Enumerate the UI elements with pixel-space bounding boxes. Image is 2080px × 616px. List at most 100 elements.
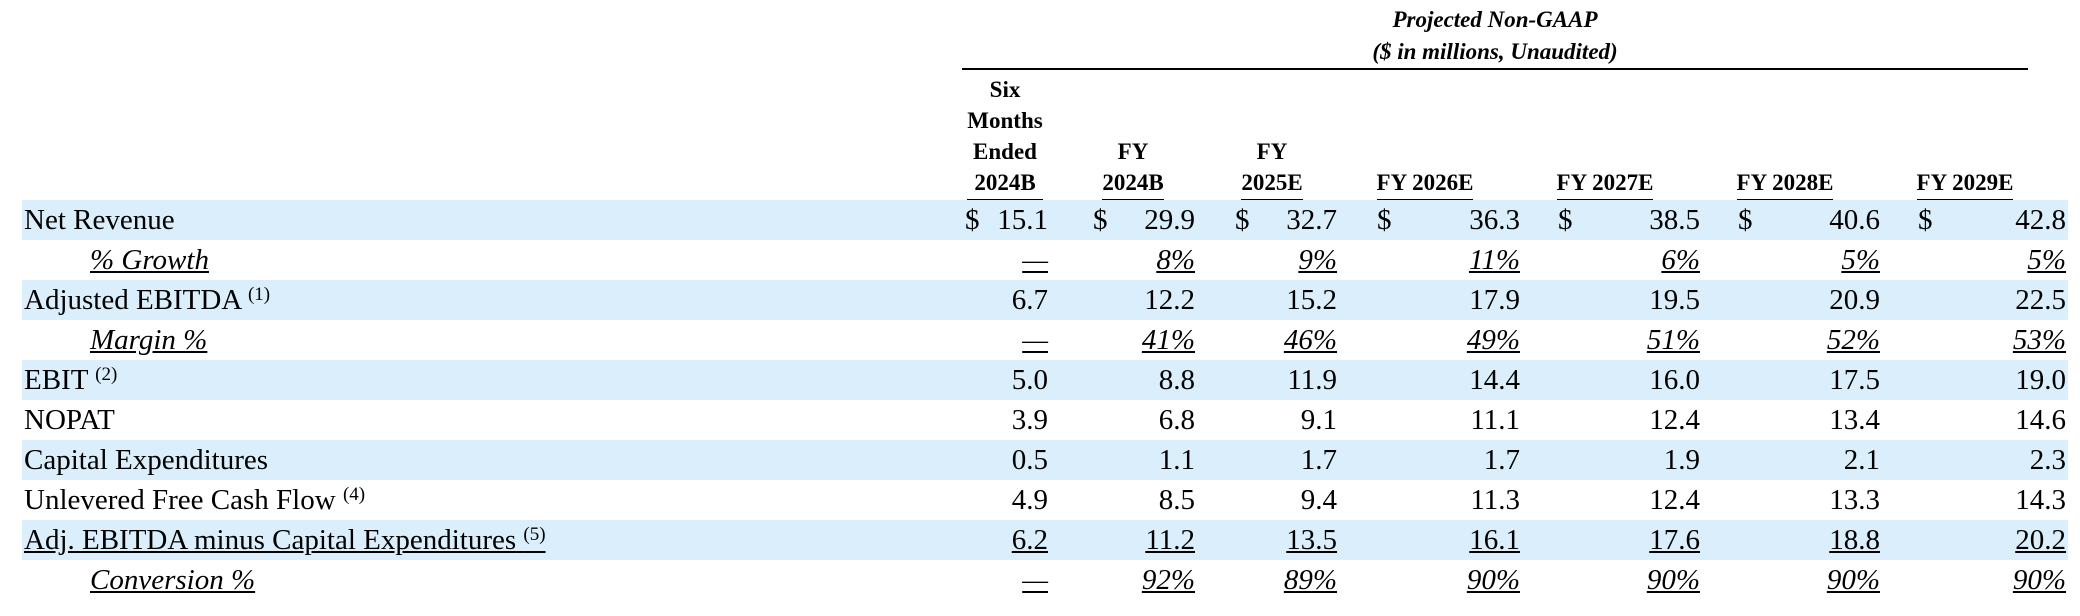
row-label: EBIT (2)	[24, 360, 117, 400]
table-cell: 14.4	[1469, 360, 1520, 400]
table-cell: 13.4	[1829, 400, 1880, 440]
cell-value: 42.8	[2015, 204, 2066, 236]
cell-value: 14.3	[2015, 484, 2066, 516]
cell-value: 53%	[2012, 324, 2066, 356]
footnote-marker: (2)	[95, 364, 118, 385]
currency-symbol: $	[965, 204, 980, 236]
currency-symbol: $	[1377, 204, 1392, 236]
table-title: Projected Non-GAAP ($ in millions, Unaud…	[962, 4, 2028, 68]
row-label-text: EBIT	[24, 364, 88, 396]
cell-value: 8.8	[1158, 364, 1195, 396]
currency-symbol: $	[1918, 204, 1933, 236]
cell-value: 17.6	[1649, 524, 1700, 556]
cell-value: 12.2	[1144, 284, 1195, 316]
table-cell: 9.1	[1301, 400, 1337, 440]
row-label-text: Net Revenue	[24, 204, 175, 236]
cell-value: —	[1022, 324, 1048, 356]
table-cell: 19.5	[1649, 280, 1700, 320]
cell-value: 22.5	[2015, 284, 2066, 316]
row-label-text: Margin %	[90, 324, 208, 356]
row-shade	[22, 520, 2068, 560]
table-cell: 12.4	[1649, 480, 1700, 520]
row-label-text: NOPAT	[24, 404, 115, 436]
cell-value: 40.6	[1829, 204, 1880, 236]
row-label-text: % Growth	[90, 244, 209, 276]
cell-value: 32.7	[1286, 204, 1337, 236]
cell-value: 5.0	[1011, 364, 1048, 396]
cell-value: 9.1	[1300, 404, 1337, 436]
cell-value: 6%	[1661, 244, 1700, 276]
column-header-line: FY	[1256, 139, 1288, 164]
cell-value: 6.7	[1011, 284, 1048, 316]
column-header-text: FY 2026E	[1376, 167, 1474, 201]
table-cell: 29.9	[1144, 200, 1195, 240]
column-header-line: Ended	[973, 139, 1037, 164]
cell-value: 12.4	[1649, 404, 1700, 436]
table-cell: 19.0	[2015, 360, 2066, 400]
cell-value: 90%	[1646, 564, 1700, 596]
column-header-text: FY 2028E	[1736, 167, 1834, 201]
cell-value: 20.9	[1829, 284, 1880, 316]
row-label: Capital Expenditures	[24, 440, 268, 480]
table-cell: 5.0	[1012, 360, 1048, 400]
table-cell: 15.2	[1286, 280, 1337, 320]
table-cell: 17.6	[1649, 520, 1700, 560]
table-cell: 13.3	[1829, 480, 1880, 520]
cell-value: 11.2	[1145, 524, 1195, 556]
table-cell: 9%	[1298, 240, 1337, 280]
cell-value: 90%	[2012, 564, 2066, 596]
cell-value: 11.3	[1470, 484, 1520, 516]
table-cell: 90%	[1647, 560, 1700, 600]
table-cell: 15.1	[997, 200, 1048, 240]
table-title-line: Projected Non-GAAP	[1392, 7, 1598, 32]
table-cell: 8.8	[1159, 360, 1195, 400]
cell-value: —	[1022, 564, 1048, 596]
table-subtitle-line: ($ in millions, Unaudited)	[1372, 39, 1618, 64]
cell-value: 89%	[1283, 564, 1337, 596]
cell-value: 1.1	[1158, 444, 1195, 476]
column-header-text: FY 2029E	[1916, 167, 2014, 201]
cell-value: 14.4	[1469, 364, 1520, 396]
table-cell: 20.9	[1829, 280, 1880, 320]
table-cell: —	[1022, 320, 1048, 360]
cell-value: 1.7	[1300, 444, 1337, 476]
cell-value: 2.3	[2029, 444, 2066, 476]
cell-value: 19.5	[1649, 284, 1700, 316]
table-cell: 20.2	[2015, 520, 2066, 560]
cell-value: 9%	[1298, 244, 1337, 276]
table-cell: 49%	[1467, 320, 1520, 360]
table-cell: 5%	[2027, 240, 2066, 280]
table-cell: 89%	[1284, 560, 1337, 600]
cell-value: 11%	[1468, 244, 1520, 276]
table-cell: 11%	[1469, 240, 1520, 280]
table-cell: 52%	[1827, 320, 1880, 360]
cell-value: 16.0	[1649, 364, 1700, 396]
table-cell: 1.1	[1159, 440, 1195, 480]
table-cell: 6.2	[1012, 520, 1048, 560]
row-label-text: Capital Expenditures	[24, 444, 269, 476]
currency-symbol: $	[1738, 204, 1753, 236]
cell-value: 17.9	[1469, 284, 1520, 316]
cell-value: 6.2	[1011, 524, 1048, 556]
row-label: Adj. EBITDA minus Capital Expenditures (…	[24, 520, 546, 560]
column-header: Six Months Ended 2024B	[915, 74, 1095, 201]
cell-value: 38.5	[1649, 204, 1700, 236]
table-cell: 13.5	[1286, 520, 1337, 560]
cell-value: 46%	[1283, 324, 1337, 356]
row-label: Adjusted EBITDA (1)	[24, 280, 270, 320]
column-header: FY 2026E	[1335, 167, 1515, 201]
table-cell: 90%	[2013, 560, 2066, 600]
cell-value: 17.5	[1829, 364, 1880, 396]
table-cell: 53%	[2013, 320, 2066, 360]
cell-value: 6.8	[1158, 404, 1195, 436]
column-header: FY 2028E	[1695, 167, 1875, 201]
row-shade	[22, 440, 2068, 480]
cell-value: 51%	[1646, 324, 1700, 356]
table-cell: 46%	[1284, 320, 1337, 360]
table-cell: 9.4	[1301, 480, 1337, 520]
cell-value: 11.1	[1470, 404, 1520, 436]
row-label-text: Conversion %	[90, 564, 256, 596]
cell-value: 13.3	[1829, 484, 1880, 516]
table-cell: 17.5	[1829, 360, 1880, 400]
table-cell: 11.1	[1470, 400, 1520, 440]
